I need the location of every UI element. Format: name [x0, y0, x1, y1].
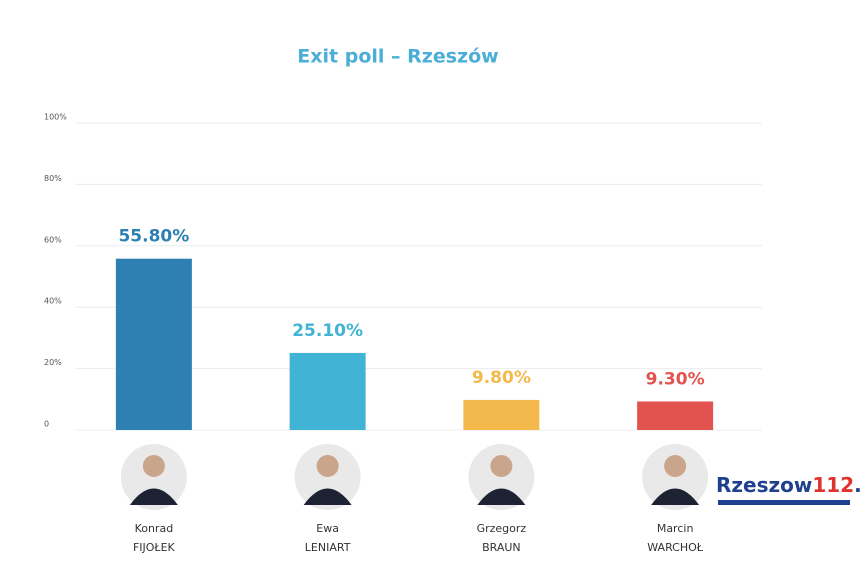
- value-label: 9.30%: [646, 369, 705, 389]
- candidate-photo: [468, 444, 535, 510]
- logo-part: .pl: [854, 473, 863, 497]
- x-tick-label: Konrad: [135, 522, 174, 535]
- value-label: 55.80%: [118, 227, 189, 247]
- photo-body: [129, 488, 178, 505]
- x-tick-label: BRAUN: [482, 541, 521, 554]
- bar: [115, 258, 192, 430]
- logo-bar: [718, 500, 850, 505]
- chart-title: Exit poll – Rzeszów: [297, 46, 498, 68]
- photo-head: [316, 455, 339, 477]
- y-tick-label: 40%: [44, 297, 62, 306]
- candidate-photo: [120, 444, 187, 510]
- logo-part: Rzeszow: [716, 473, 812, 497]
- logo-part: 112: [812, 473, 854, 497]
- x-tick-label: LENIART: [305, 541, 351, 554]
- value-label: 9.80%: [472, 368, 531, 388]
- x-tick-label: Grzegorz: [477, 522, 527, 535]
- x-tick-label: WARCHOŁ: [647, 541, 704, 554]
- y-tick-label: 20%: [44, 358, 62, 367]
- photo-head: [490, 455, 513, 477]
- x-tick-label: Marcin: [657, 522, 694, 535]
- bar: [637, 401, 714, 430]
- y-tick-label: 80%: [44, 174, 62, 183]
- y-tick-label: 100%: [44, 113, 67, 122]
- photo-head: [664, 455, 687, 477]
- y-tick-label: 60%: [44, 235, 62, 244]
- bar: [289, 352, 366, 430]
- logo-text: Rzeszow112.pl: [716, 473, 863, 497]
- bar: [463, 399, 540, 430]
- x-tick-label: FIJOŁEK: [133, 541, 176, 554]
- photo-head: [142, 455, 165, 477]
- candidate-photo: [642, 444, 709, 510]
- logo: Rzeszow112.pl: [716, 473, 863, 505]
- y-tick-label: 0: [44, 420, 49, 429]
- value-label: 25.10%: [292, 321, 363, 341]
- candidate-photo: [294, 444, 361, 510]
- photo-body: [477, 488, 526, 505]
- photo-body: [651, 488, 700, 505]
- photo-body: [303, 488, 352, 505]
- x-tick-label: Ewa: [316, 522, 339, 535]
